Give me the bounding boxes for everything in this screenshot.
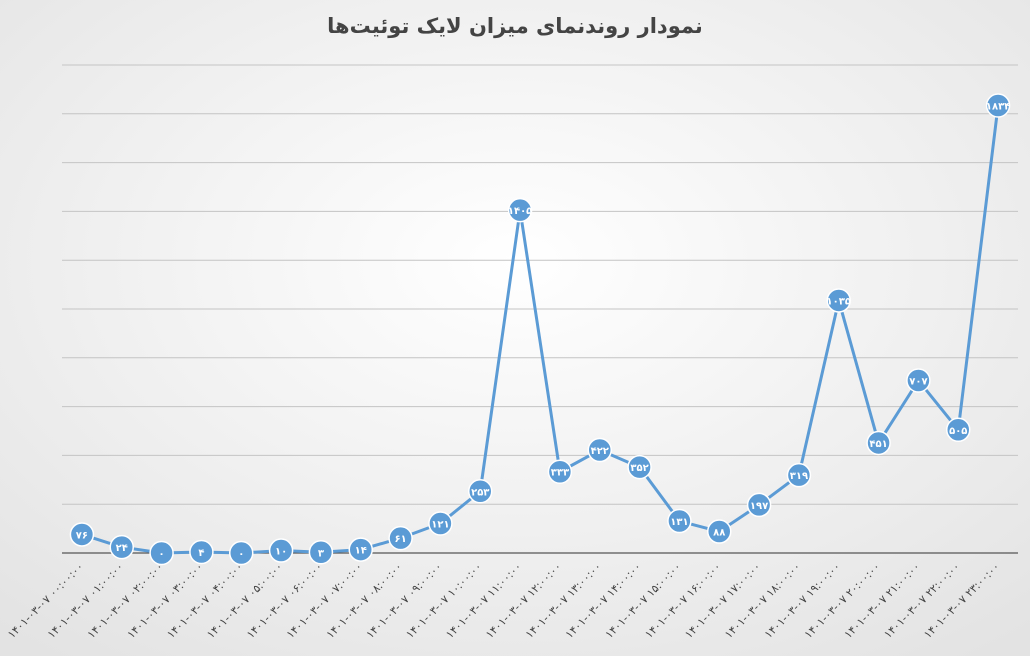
data-point [507,197,533,223]
data-point [707,519,732,544]
data-point [906,368,931,393]
data-point [149,540,174,566]
data-label: ۰ [238,549,244,560]
data-label: ۱۰۳۵ [827,296,851,307]
data-point [189,539,214,565]
data-point [109,534,134,560]
data-label: ۱۴ [355,546,367,557]
data-label: ۴۵۱ [869,439,887,450]
data-point [946,417,971,443]
data-point [468,479,493,504]
data-point [866,430,891,456]
data-label: ۳ [318,548,324,559]
data-point [69,522,95,547]
data-point [746,492,772,518]
data-point [348,537,373,562]
data-point [547,459,573,484]
data-label: ۰ [159,549,165,560]
chart-title: نمودار روندنمای میزان لایک توئیت‌ها [327,14,703,38]
data-point [786,462,812,488]
data-point [388,525,413,551]
data-label: ۴ [198,548,204,559]
data-label: ۱۸۳۴ [986,102,1010,113]
data-label: ۱۲۱ [431,519,449,530]
data-label: ۷۰۷ [909,376,927,387]
data-label: ۶۱ [394,534,406,545]
data-point [985,93,1011,118]
data-label: ۱۳۱ [670,517,688,528]
data-label: ۱۰ [275,547,287,558]
data-point [428,511,453,536]
data-label: ۵۰۵ [949,426,967,437]
data-point [627,454,652,480]
data-label: ۸۸ [713,528,725,539]
data-label: ۲۵۳ [471,487,489,498]
data-point [587,437,612,463]
data-label: ۱۴۰۵ [508,206,532,217]
data-label: ۲۴ [116,543,128,554]
data-point [308,540,334,565]
data-point [268,538,294,563]
data-label: ۳۵۲ [630,463,648,474]
data-label: ۱۹۷ [750,501,768,512]
data-label: ۳۱۹ [790,471,808,482]
data-label: ۳۳۳ [551,468,569,479]
data-point [667,508,692,534]
data-label: ۴۲۲ [591,446,609,457]
data-point [826,288,851,313]
data-label: ۷۶ [76,530,88,541]
data-point [229,540,254,566]
